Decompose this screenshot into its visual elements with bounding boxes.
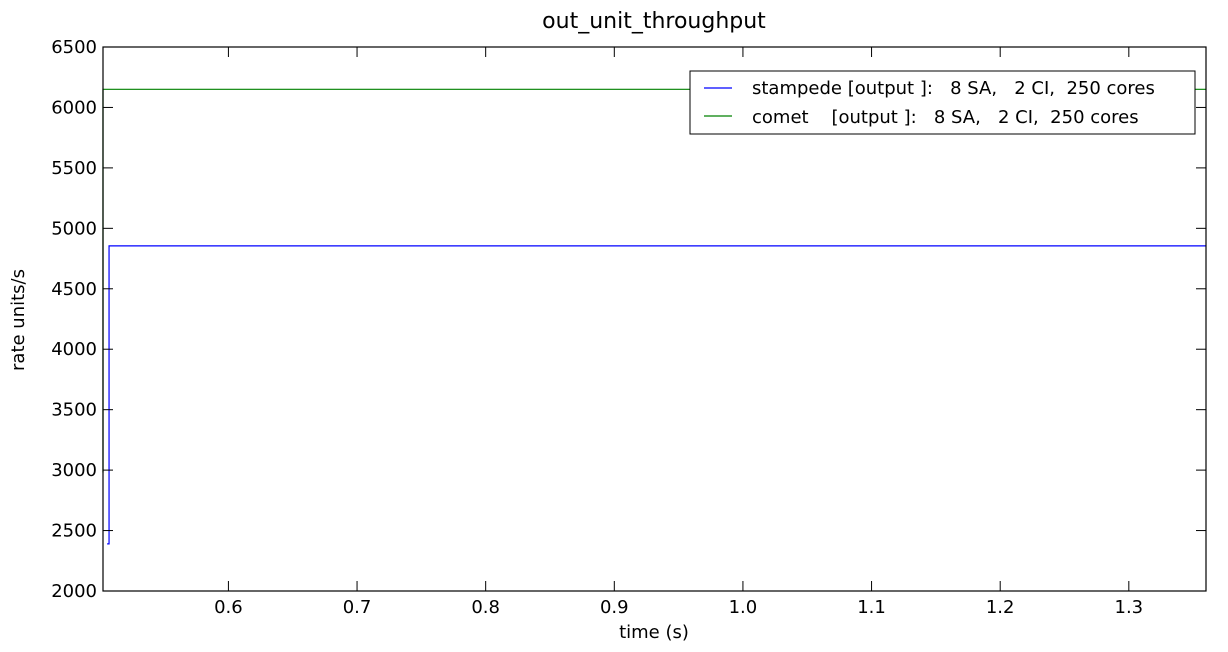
x-tick-label: 0.8: [471, 597, 500, 618]
y-tick-label: 4000: [51, 339, 97, 360]
y-tick-label: 4500: [51, 279, 97, 300]
legend-box: [689, 70, 1196, 135]
y-tick-label: 6500: [51, 37, 97, 58]
x-tick-label: 0.7: [343, 597, 372, 618]
x-tick-label: 1.2: [986, 597, 1015, 618]
x-tick-label: 0.6: [214, 597, 243, 618]
legend-label-stampede: stampede [output ]: 8 SA, 2 CI, 250 core…: [752, 78, 1155, 99]
series-line-comet: [102, 88, 1206, 473]
y-axis-label: rate units/s: [8, 269, 29, 371]
series-line-stampede: [107, 245, 1206, 545]
x-tick-label: 1.1: [857, 597, 886, 618]
y-tick-label: 2500: [51, 521, 97, 542]
y-axis: 2000 2500 3000 3500 4000 4500 5000 5500 6000 6500: [51, 37, 1206, 602]
y-tick-label: 5000: [51, 218, 97, 239]
x-tick-label: 1.0: [729, 597, 758, 618]
x-axis: 0.6 0.7 0.8 0.9 1.0 1.1 1.2 1.3: [214, 47, 1143, 618]
plot-frame: [102, 46, 1207, 592]
legend-label-comet: comet [output ]: 8 SA, 2 CI, 250 cores: [752, 107, 1139, 128]
y-tick-label: 6000: [51, 97, 97, 118]
legend: stampede [output ]: 8 SA, 2 CI, 250 core…: [689, 70, 1196, 135]
y-tick-label: 3000: [51, 460, 97, 481]
y-tick-label: 5500: [51, 158, 97, 179]
x-tick-label: 0.9: [600, 597, 629, 618]
y-tick-label: 2000: [51, 581, 97, 602]
chart-title: out_unit_throughput: [542, 9, 766, 34]
y-tick-label: 3500: [51, 400, 97, 421]
x-axis-label: time (s): [619, 622, 689, 643]
x-tick-label: 1.3: [1115, 597, 1144, 618]
series-layer: [102, 88, 1206, 545]
